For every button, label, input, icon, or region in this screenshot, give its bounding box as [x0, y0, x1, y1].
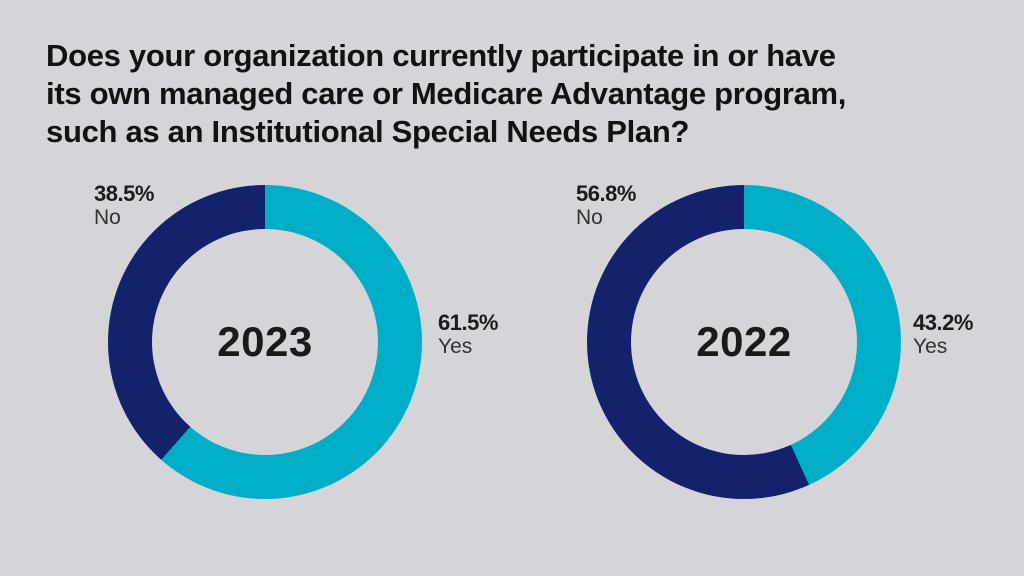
- slice-pct-yes-2022: 43.2%: [913, 310, 973, 335]
- slice-word-no-2022: No: [576, 206, 603, 229]
- slice-label-yes-2023: 61.5% Yes: [438, 311, 498, 359]
- slice-label-no-2023: 38.5% No: [94, 182, 154, 230]
- slice-word-yes-2023: Yes: [438, 335, 473, 358]
- slice-word-no-2023: No: [94, 206, 121, 229]
- slice-label-yes-2022: 43.2% Yes: [913, 311, 973, 359]
- donut-chart-2022: 2022: [587, 185, 901, 499]
- donut-chart-2023: 2023: [108, 185, 422, 499]
- slice-label-no-2022: 56.8% No: [576, 182, 636, 230]
- donut-center-year-2022: 2022: [696, 318, 792, 365]
- donut-hole-2022: 2022: [631, 229, 857, 455]
- slice-pct-yes-2023: 61.5%: [438, 310, 498, 335]
- donut-hole-2023: 2023: [152, 229, 378, 455]
- slice-pct-no-2023: 38.5%: [94, 181, 154, 206]
- title-line-2: its own managed care or Medicare Advanta…: [46, 76, 847, 111]
- title-line-3: such as an Institutional Special Needs P…: [46, 114, 690, 149]
- slice-word-yes-2022: Yes: [913, 335, 948, 358]
- donut-center-year-2023: 2023: [217, 318, 313, 365]
- chart-question-title: Does your organization currently partici…: [46, 37, 966, 151]
- slice-pct-no-2022: 56.8%: [576, 181, 636, 206]
- title-line-1: Does your organization currently partici…: [46, 38, 836, 73]
